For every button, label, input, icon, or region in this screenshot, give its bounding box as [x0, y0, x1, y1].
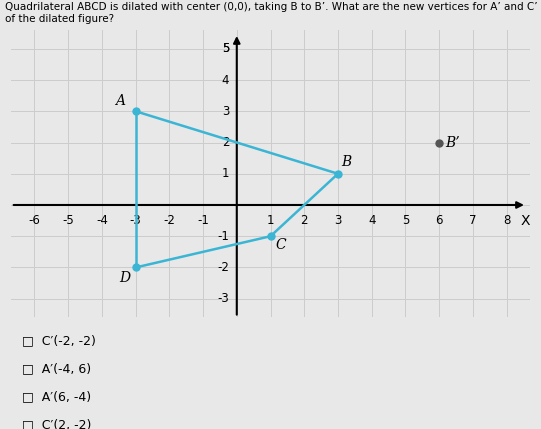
- Text: □  C′(2, -2): □ C′(2, -2): [22, 418, 91, 429]
- Text: B’: B’: [445, 136, 460, 149]
- Text: D: D: [120, 271, 130, 284]
- Text: -1: -1: [197, 214, 209, 227]
- Text: C: C: [275, 238, 286, 252]
- Text: 5: 5: [222, 42, 229, 55]
- Text: -3: -3: [217, 292, 229, 305]
- Text: 3: 3: [334, 214, 341, 227]
- Text: □  C′(-2, -2): □ C′(-2, -2): [22, 335, 96, 347]
- Text: -5: -5: [62, 214, 74, 227]
- Text: B: B: [341, 155, 352, 169]
- Text: -1: -1: [217, 230, 229, 243]
- Text: 6: 6: [436, 214, 443, 227]
- Text: -4: -4: [96, 214, 108, 227]
- Text: 5: 5: [402, 214, 409, 227]
- Text: 1: 1: [222, 167, 229, 180]
- Text: 5: 5: [222, 42, 229, 55]
- Text: □  A′(-4, 6): □ A′(-4, 6): [22, 363, 91, 375]
- Text: 7: 7: [469, 214, 477, 227]
- Text: -2: -2: [163, 214, 175, 227]
- Text: Quadrilateral ABCD is dilated with center (0,0), taking B to B’. What are the ne: Quadrilateral ABCD is dilated with cente…: [5, 2, 538, 24]
- Text: A: A: [115, 94, 126, 108]
- Text: □  A′(6, -4): □ A′(6, -4): [22, 390, 91, 403]
- Text: 2: 2: [300, 214, 308, 227]
- Text: 4: 4: [222, 73, 229, 87]
- Text: 4: 4: [368, 214, 375, 227]
- Text: 2: 2: [222, 136, 229, 149]
- Text: -6: -6: [29, 214, 41, 227]
- Text: 3: 3: [222, 105, 229, 118]
- Text: 8: 8: [503, 214, 510, 227]
- Text: -2: -2: [217, 261, 229, 274]
- Text: X: X: [520, 214, 530, 228]
- Text: -3: -3: [130, 214, 142, 227]
- Text: 1: 1: [267, 214, 274, 227]
